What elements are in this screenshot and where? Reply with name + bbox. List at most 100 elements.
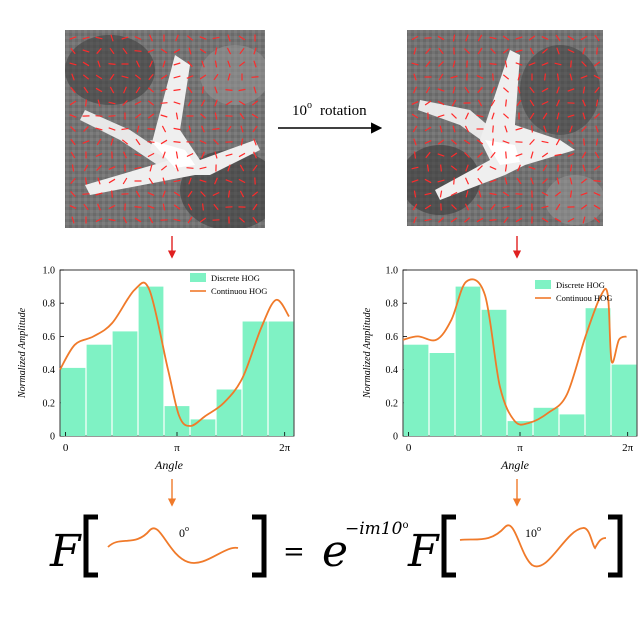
- y-tick-label: 0.6: [386, 332, 399, 343]
- gradient-orientation-mark: [439, 190, 443, 198]
- y-tick-label: 0.8: [386, 299, 399, 310]
- gradient-orientation-mark: [490, 99, 496, 107]
- gradient-orientation-mark: [556, 73, 560, 81]
- gradient-orientation-mark: [135, 86, 141, 94]
- gradient-orientation-mark: [567, 217, 575, 223]
- gradient-orientation-mark: [476, 217, 484, 223]
- gradient-orientation-mark: [225, 179, 233, 183]
- gradient-orientation-mark: [173, 88, 181, 92]
- gradient-orientation-mark: [147, 192, 155, 196]
- gradient-orientation-mark: [214, 112, 218, 120]
- gradient-orientation-mark: [238, 61, 246, 67]
- gradient-orientation-mark: [542, 164, 548, 172]
- gradient-orientation-mark: [187, 86, 193, 94]
- gradient-orientation-mark: [95, 87, 103, 93]
- gradient-orientation-mark: [96, 164, 102, 172]
- gradient-orientation-mark: [108, 204, 116, 210]
- gradient-orientation-mark: [529, 99, 535, 107]
- gradient-orientation-mark: [464, 125, 470, 133]
- gradient-orientation-mark: [226, 125, 232, 133]
- gradient-orientation-mark: [240, 125, 244, 133]
- gradient-orientation-mark: [477, 165, 483, 171]
- y-axis-label: Normalized Amplitude: [17, 307, 28, 399]
- gradient-orientation-mark: [188, 125, 192, 133]
- gradient-orientation-mark: [489, 179, 497, 183]
- left-bracket-open: [83, 514, 98, 578]
- gradient-orientation-mark: [188, 177, 192, 185]
- gradient-orientation-mark: [465, 34, 469, 42]
- gradient-orientation-mark: [227, 60, 231, 68]
- right-bracket-close: [608, 514, 623, 578]
- gradient-orientation-mark: [452, 60, 456, 68]
- gradient-orientation-mark: [528, 62, 536, 66]
- gradient-orientation-mark: [109, 73, 115, 81]
- gradient-orientation-mark: [135, 138, 141, 146]
- gradient-orientation-mark: [147, 128, 155, 130]
- gradient-orientation-mark: [162, 151, 166, 159]
- gradient-orientation-mark: [201, 151, 205, 159]
- gradient-orientation-mark: [108, 218, 116, 222]
- continuous-hog-line: [402, 278, 627, 426]
- gradient-orientation-mark: [464, 217, 470, 223]
- gradient-orientation-mark: [542, 112, 548, 120]
- gradient-orientation-mark: [95, 74, 103, 80]
- gradient-orientation-mark: [504, 177, 508, 185]
- legend-label-continuous: Continuou HOG: [211, 286, 267, 296]
- y-tick-label: 1.0: [386, 266, 399, 277]
- chart-legend: Discrete HOG Continuou HOG: [190, 273, 267, 296]
- gradient-orientation-mark: [213, 203, 219, 211]
- original-curve-thumbnail: [107, 527, 239, 564]
- gradient-orientation-mark: [173, 218, 181, 222]
- gradient-orientation-mark: [96, 138, 102, 146]
- gradient-orientation-mark: [188, 47, 192, 55]
- gradient-orientation-mark: [187, 60, 193, 68]
- gradient-orientation-mark: [253, 60, 257, 68]
- gradient-orientation-mark: [581, 151, 587, 159]
- gradient-orientation-mark: [582, 99, 586, 107]
- gradient-orientation-mark: [502, 205, 510, 209]
- gradient-orientation-mark: [424, 126, 432, 132]
- gradient-orientation-mark: [148, 177, 154, 185]
- gradient-orientation-mark: [582, 47, 586, 55]
- gradient-orientation-mark: [529, 86, 535, 94]
- gradient-orientation-mark: [492, 73, 494, 81]
- gradient-orientation-mark: [411, 113, 419, 119]
- gradient-orientation-mark: [593, 204, 601, 210]
- gradient-orientation-mark: [71, 216, 75, 224]
- airplane-image-original: [65, 30, 265, 228]
- gradient-orientation-mark: [542, 48, 548, 54]
- gradient-orientation-mark: [516, 99, 522, 107]
- gradient-orientation-mark: [226, 47, 232, 55]
- gradient-orientation-mark: [424, 204, 432, 210]
- gradient-orientation-mark: [530, 151, 534, 159]
- y-tick-label: 0.4: [386, 365, 399, 376]
- gradient-orientation-mark: [199, 74, 207, 80]
- gradient-orientation-mark: [477, 99, 483, 107]
- gradient-orientation-mark: [556, 47, 560, 55]
- gradient-orientation-mark: [425, 86, 431, 94]
- gradient-orientation-mark: [161, 125, 167, 133]
- gradient-orientation-mark: [554, 62, 562, 66]
- gradient-orientation-mark: [238, 178, 246, 184]
- gradient-orientation-mark: [477, 86, 483, 94]
- gradient-orientation-mark: [567, 114, 575, 118]
- gradient-orientation-mark: [69, 205, 77, 209]
- gradient-orientation-mark: [239, 190, 245, 198]
- gradient-orientation-mark: [515, 153, 523, 157]
- hog-chart-original: 0 0.2 0.4 0.6 0.8 1.0 0 π 2π Discrete HOG Conti…: [17, 266, 295, 472]
- legend-label-discrete: Discrete HOG: [211, 273, 260, 283]
- gradient-orientation-mark: [529, 112, 535, 120]
- gradient-orientation-mark: [594, 86, 600, 94]
- gradient-orientation-mark: [214, 99, 218, 107]
- gradient-orientation-mark: [450, 191, 458, 197]
- gradient-orientation-mark: [595, 125, 599, 133]
- gradient-orientation-mark: [162, 203, 166, 211]
- gradient-orientation-mark: [70, 178, 76, 184]
- gradient-orientation-mark: [543, 125, 547, 133]
- gradient-orientation-mark: [489, 192, 497, 196]
- discrete-hog-bar: [60, 367, 86, 436]
- gradient-orientation-mark: [111, 190, 113, 198]
- equals-sign: =: [283, 537, 305, 567]
- gradient-orientation-mark: [411, 35, 419, 41]
- gradient-orientation-mark: [502, 140, 510, 144]
